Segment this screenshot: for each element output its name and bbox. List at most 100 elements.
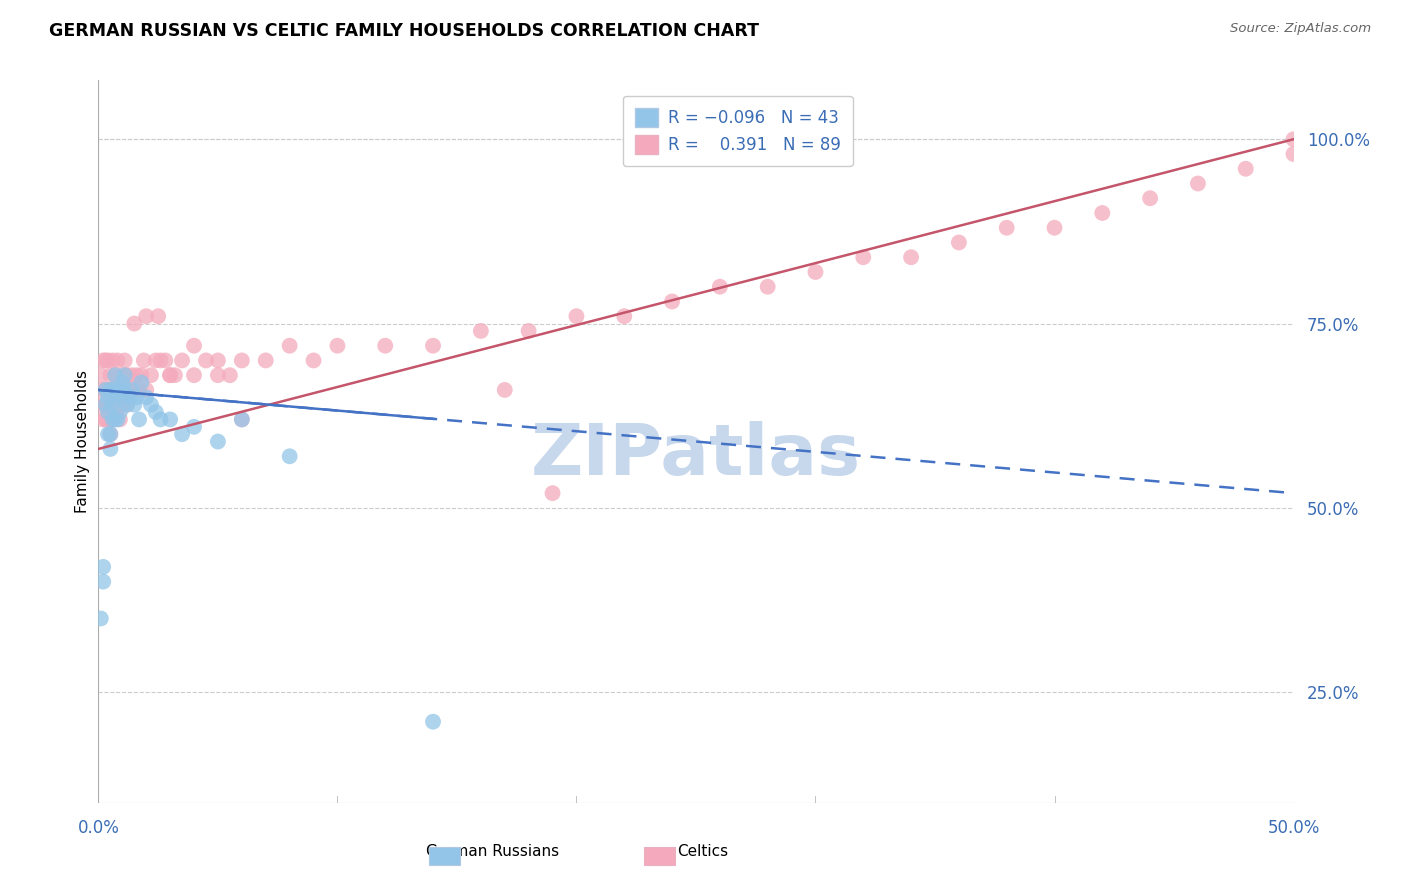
Point — [517, 324, 540, 338]
Point — [139, 368, 162, 383]
Point — [1043, 220, 1066, 235]
Point — [145, 353, 167, 368]
Point — [94, 353, 117, 368]
Point — [98, 383, 122, 397]
Point — [124, 317, 146, 331]
Point — [494, 383, 516, 397]
Point — [114, 383, 136, 397]
Point — [139, 398, 162, 412]
Point — [172, 353, 194, 368]
Point — [302, 353, 325, 368]
Point — [114, 353, 136, 368]
Point — [98, 442, 122, 456]
Point — [111, 390, 134, 404]
Point — [207, 434, 229, 449]
Point — [121, 383, 143, 397]
Point — [91, 560, 114, 574]
Point — [254, 353, 277, 368]
Point — [195, 353, 218, 368]
Point — [114, 368, 136, 383]
Point — [97, 353, 120, 368]
Point — [756, 279, 779, 293]
Point — [231, 353, 253, 368]
Point — [149, 353, 172, 368]
Point — [207, 353, 229, 368]
Point — [1187, 177, 1209, 191]
Point — [145, 405, 167, 419]
Point — [98, 383, 122, 397]
Point — [90, 398, 112, 412]
Point — [91, 574, 114, 589]
Point — [111, 398, 134, 412]
Point — [1091, 206, 1114, 220]
Point — [131, 368, 153, 383]
Point — [98, 398, 122, 412]
Point — [131, 376, 153, 390]
Point — [149, 412, 172, 426]
Point — [94, 383, 117, 397]
Point — [852, 250, 875, 264]
Point — [90, 611, 112, 625]
Point — [422, 339, 444, 353]
Point — [91, 353, 114, 368]
Point — [104, 390, 127, 404]
Point — [108, 412, 131, 426]
Point — [107, 398, 129, 412]
Point — [565, 309, 588, 323]
Point — [91, 412, 114, 426]
Point — [90, 368, 112, 383]
Point — [97, 412, 120, 426]
Point — [1282, 147, 1305, 161]
Point — [98, 368, 122, 383]
Point — [118, 390, 141, 404]
Point — [97, 427, 120, 442]
Point — [114, 383, 136, 397]
Text: Celtics: Celtics — [678, 845, 728, 859]
Point — [948, 235, 970, 250]
Point — [101, 383, 124, 397]
Point — [1282, 132, 1305, 146]
Point — [107, 383, 129, 397]
Point — [326, 339, 349, 353]
Point — [101, 412, 124, 426]
Point — [1139, 191, 1161, 205]
Point — [101, 412, 124, 426]
Point — [108, 383, 131, 397]
Point — [98, 427, 122, 442]
Point — [124, 383, 146, 397]
Point — [107, 353, 129, 368]
Point — [159, 412, 181, 426]
Point — [98, 427, 122, 442]
Point — [104, 412, 127, 426]
Point — [278, 450, 301, 464]
Point — [101, 398, 124, 412]
Point — [900, 250, 922, 264]
Point — [111, 368, 134, 383]
Point — [94, 383, 117, 397]
Point — [94, 398, 117, 412]
Point — [159, 368, 181, 383]
Point — [219, 368, 242, 383]
Point — [94, 412, 117, 426]
Point — [159, 368, 181, 383]
Text: German Russians: German Russians — [426, 845, 558, 859]
Point — [148, 309, 170, 323]
Point — [135, 309, 157, 323]
Point — [94, 398, 117, 412]
Point — [115, 398, 138, 412]
Point — [132, 353, 155, 368]
Point — [111, 376, 134, 390]
Point — [104, 368, 127, 383]
Point — [128, 412, 150, 426]
Point — [104, 383, 127, 397]
Point — [804, 265, 827, 279]
Point — [155, 353, 177, 368]
Point — [183, 368, 205, 383]
Point — [101, 383, 124, 397]
Point — [124, 398, 146, 412]
Point — [97, 390, 120, 404]
Point — [163, 368, 186, 383]
Text: GERMAN RUSSIAN VS CELTIC FAMILY HOUSEHOLDS CORRELATION CHART: GERMAN RUSSIAN VS CELTIC FAMILY HOUSEHOL… — [49, 22, 759, 40]
Point — [207, 368, 229, 383]
Point — [470, 324, 492, 338]
